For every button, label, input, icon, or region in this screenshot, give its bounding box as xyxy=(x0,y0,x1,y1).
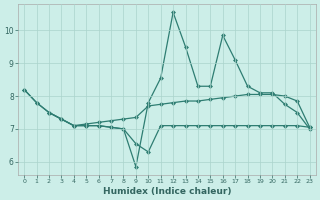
X-axis label: Humidex (Indice chaleur): Humidex (Indice chaleur) xyxy=(103,187,231,196)
